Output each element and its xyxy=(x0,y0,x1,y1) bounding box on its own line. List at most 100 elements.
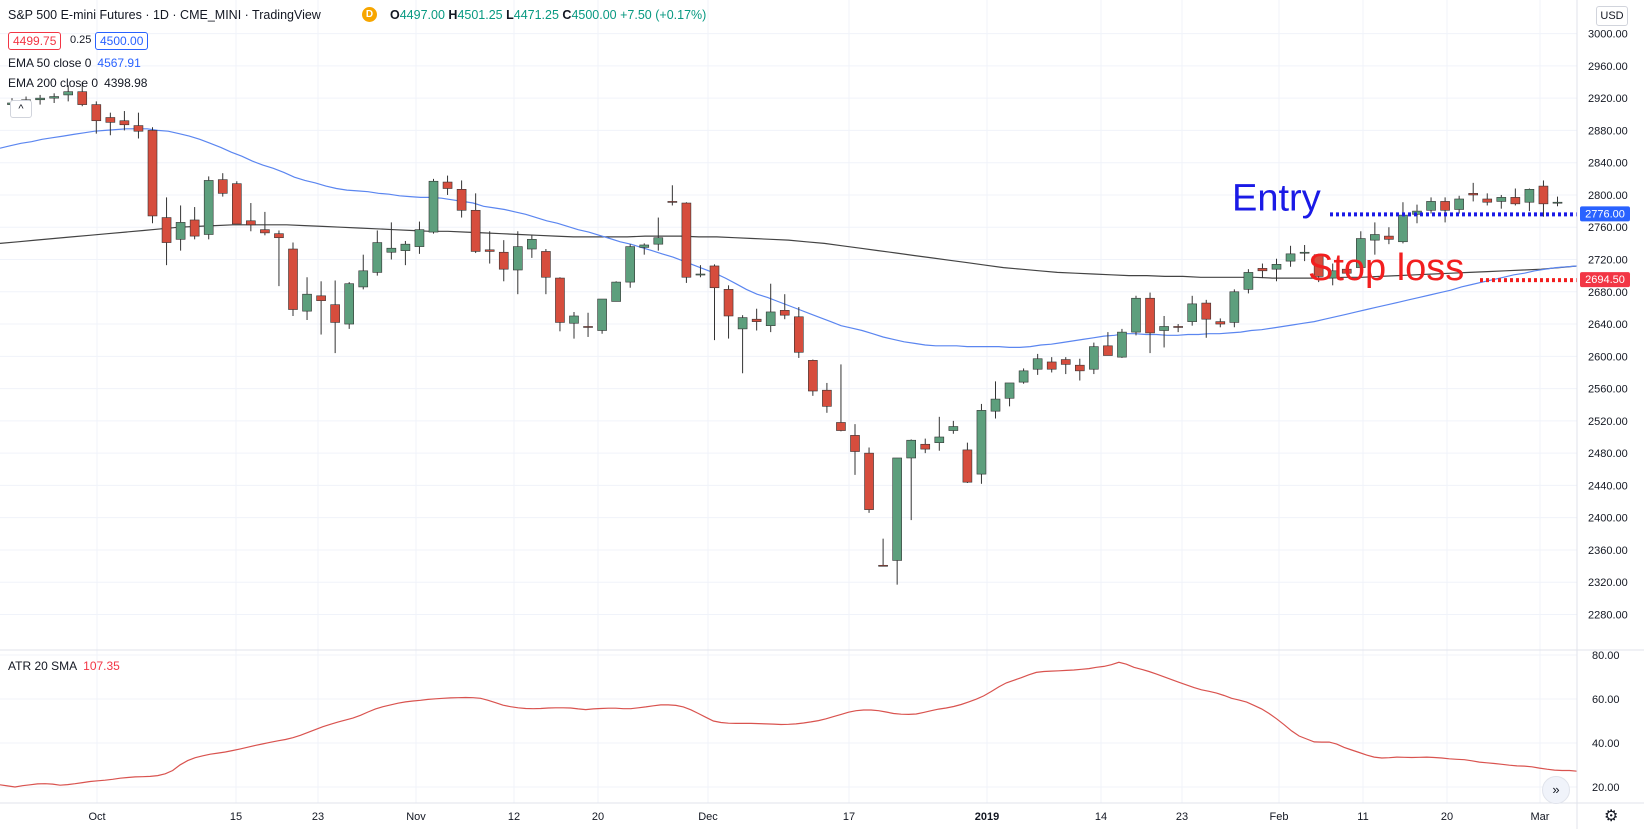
candle-up[interactable] xyxy=(639,244,650,248)
source-badge[interactable]: D xyxy=(362,7,377,22)
ema200-legend[interactable]: EMA 200 close 0 4398.98 xyxy=(8,76,147,90)
candle-down[interactable] xyxy=(260,229,270,234)
candle-down[interactable] xyxy=(1103,345,1113,356)
sell-price-button[interactable]: 4499.75 xyxy=(8,32,62,50)
candle-down[interactable] xyxy=(541,251,551,278)
candle-down[interactable] xyxy=(1060,359,1071,365)
candle-up[interactable] xyxy=(358,270,369,288)
candle-up[interactable] xyxy=(695,273,706,276)
candle-up[interactable] xyxy=(1356,238,1366,268)
candle-down[interactable] xyxy=(217,179,228,194)
candle-up[interactable] xyxy=(737,317,748,330)
candle-down[interactable] xyxy=(274,233,284,239)
candle-down[interactable] xyxy=(1510,197,1521,205)
candle-down[interactable] xyxy=(147,130,158,217)
candle-up[interactable] xyxy=(569,315,579,324)
candle-down[interactable] xyxy=(681,202,692,278)
candle-down[interactable] xyxy=(1313,254,1324,277)
candle-up[interactable] xyxy=(906,439,917,459)
candle-up[interactable] xyxy=(1032,358,1043,370)
currency-button[interactable]: USD xyxy=(1596,6,1628,26)
candle-up[interactable] xyxy=(976,410,987,475)
candle-down[interactable] xyxy=(1173,326,1183,328)
candle-up[interactable] xyxy=(203,180,214,235)
candle-down[interactable] xyxy=(1384,235,1394,240)
candle-up[interactable] xyxy=(1243,272,1254,290)
candle-down[interactable] xyxy=(1215,321,1226,325)
candle-up[interactable] xyxy=(611,281,621,302)
candle-down[interactable] xyxy=(822,389,832,407)
candle-down[interactable] xyxy=(962,449,973,483)
candle-up[interactable] xyxy=(1004,382,1015,399)
candle-up[interactable] xyxy=(1370,234,1380,241)
candle-up[interactable] xyxy=(428,180,439,233)
candle-up[interactable] xyxy=(1552,201,1563,204)
candle-down[interactable] xyxy=(878,564,888,567)
candle-up[interactable] xyxy=(400,243,411,251)
candle-down[interactable] xyxy=(456,189,467,211)
settings-gear-icon[interactable]: ⚙ xyxy=(1604,808,1619,825)
candle-down[interactable] xyxy=(723,289,734,317)
candle-up[interactable] xyxy=(1187,303,1197,322)
candle-down[interactable] xyxy=(583,326,593,328)
candle-up[interactable] xyxy=(1229,291,1240,323)
candle-up[interactable] xyxy=(597,298,607,331)
candle-down[interactable] xyxy=(1341,268,1352,274)
candle-up[interactable] xyxy=(35,97,45,101)
candle-up[interactable] xyxy=(175,222,186,240)
candle-up[interactable] xyxy=(1524,189,1535,203)
candle-up[interactable] xyxy=(1454,198,1464,210)
candle-up[interactable] xyxy=(386,247,397,253)
candle-down[interactable] xyxy=(119,120,130,126)
candle-down[interactable] xyxy=(232,183,242,225)
candle-up[interactable] xyxy=(653,237,664,245)
candle-up[interactable] xyxy=(765,311,776,326)
candle-down[interactable] xyxy=(91,104,102,122)
scroll-to-realtime-button[interactable]: » xyxy=(1542,776,1570,804)
candle-up[interactable] xyxy=(1159,326,1169,331)
candle-down[interactable] xyxy=(1201,302,1212,320)
candle-down[interactable] xyxy=(850,435,860,452)
candle-down[interactable] xyxy=(808,360,818,392)
candle-down[interactable] xyxy=(1468,193,1478,196)
candle-up[interactable] xyxy=(1089,346,1099,370)
candle-down[interactable] xyxy=(751,318,762,322)
buy-price-button[interactable]: 4500.00 xyxy=(95,32,149,50)
collapse-legend-button[interactable]: ^ xyxy=(10,100,32,118)
candle-down[interactable] xyxy=(105,117,116,123)
candle-up[interactable] xyxy=(1327,270,1338,279)
candle-down[interactable] xyxy=(555,277,565,323)
candle-down[interactable] xyxy=(836,422,846,431)
candle-down[interactable] xyxy=(246,220,256,226)
candle-down[interactable] xyxy=(779,310,790,316)
candle-down[interactable] xyxy=(1075,364,1085,372)
candle-up[interactable] xyxy=(414,229,425,247)
candle-down[interactable] xyxy=(330,304,340,323)
candle-down[interactable] xyxy=(484,249,495,252)
candle-down[interactable] xyxy=(470,209,481,252)
candle-up[interactable] xyxy=(990,398,1001,412)
candle-up[interactable] xyxy=(892,457,902,561)
candle-down[interactable] xyxy=(793,316,804,353)
candle-up[interactable] xyxy=(1285,253,1296,262)
candle-down[interactable] xyxy=(920,443,931,450)
candle-up[interactable] xyxy=(512,246,523,271)
candle-up[interactable] xyxy=(1496,197,1507,202)
candle-down[interactable] xyxy=(1257,268,1268,272)
candle-down[interactable] xyxy=(189,219,200,237)
candle-down[interactable] xyxy=(1482,198,1493,203)
candle-down[interactable] xyxy=(442,181,453,189)
candle-down[interactable] xyxy=(667,201,678,203)
candle-up[interactable] xyxy=(1117,331,1127,358)
candle-up[interactable] xyxy=(302,293,312,312)
candle-down[interactable] xyxy=(1440,201,1450,211)
candle-up[interactable] xyxy=(934,436,945,443)
candle-up[interactable] xyxy=(1271,264,1282,270)
candle-up[interactable] xyxy=(1131,297,1141,333)
candle-up[interactable] xyxy=(49,96,59,99)
candle-down[interactable] xyxy=(316,295,326,301)
candle-down[interactable] xyxy=(709,265,720,289)
candle-up[interactable] xyxy=(1398,214,1408,243)
candle-down[interactable] xyxy=(1046,361,1057,370)
